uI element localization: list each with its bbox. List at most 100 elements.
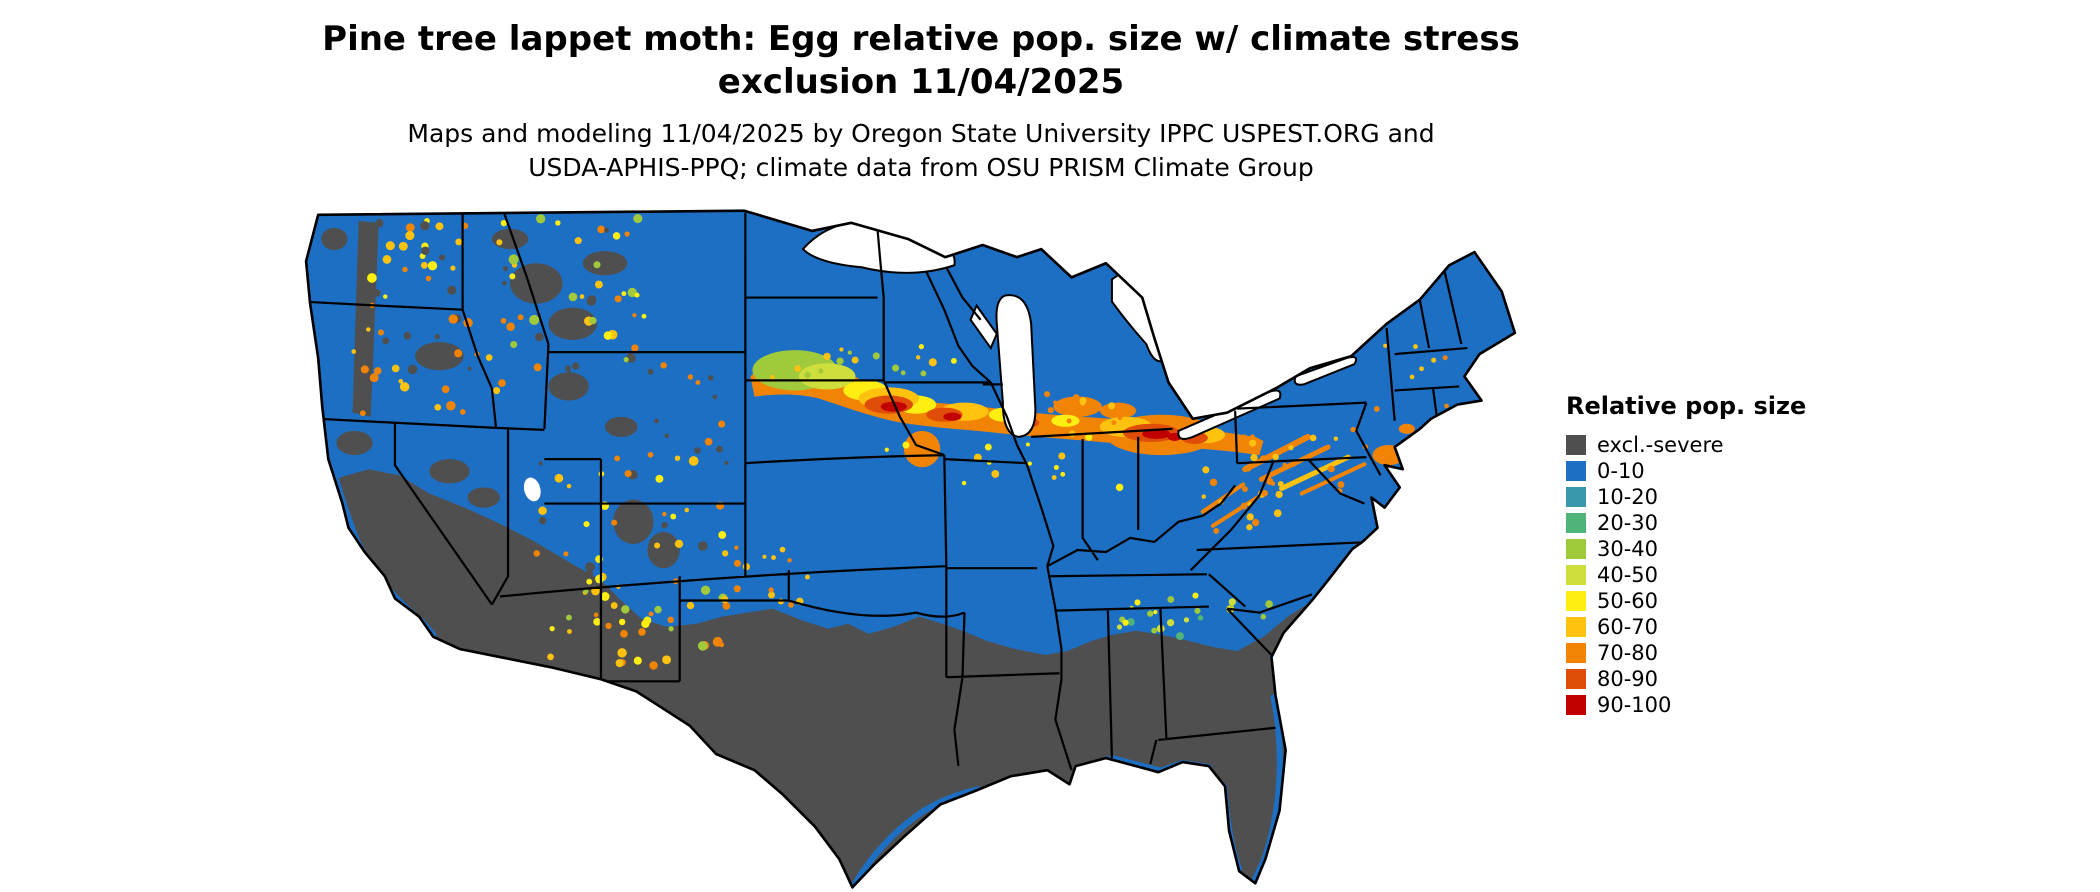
speckle [610,602,618,609]
speckle [1115,483,1124,492]
legend-label: 70-80 [1597,641,1659,665]
speckle [722,602,731,610]
speckle [1246,466,1252,472]
speckle [1240,502,1248,510]
state-borders [306,212,1468,771]
speckle [510,340,518,349]
speckle [593,261,601,269]
speckle [399,382,410,392]
speckle [1127,618,1135,626]
legend-row: 30-40 [1566,536,1806,562]
speckle [502,265,509,272]
speckle [383,294,388,299]
speckle [1167,596,1175,603]
band-red-max [880,401,907,412]
legend-items: excl.-severe 0-10 10-20 20-30 30-40 40-5… [1566,432,1806,718]
speckle [1053,464,1059,471]
speckle [902,441,910,449]
speckle [467,366,472,371]
great-salt-lake [523,477,541,502]
speckle [1213,528,1220,534]
speckle [654,605,662,614]
speckle [624,470,632,478]
speckle [1250,453,1258,462]
speckle [697,541,708,551]
speckle [385,241,395,251]
speckle [597,225,605,234]
speckle [1176,632,1184,640]
speckle [697,641,708,651]
speckle [1122,619,1129,626]
speckle [674,539,684,548]
speckle [425,275,432,282]
speckle [655,474,664,483]
speckle [382,255,392,264]
speckle [722,550,729,557]
legend-row: 70-80 [1566,640,1806,666]
figure-title-line1: Pine tree lappet moth: Egg relative pop.… [322,19,1520,59]
legend-row: excl.-severe [1566,432,1806,458]
speckle [1183,617,1190,623]
speckle [585,562,595,572]
legend-swatch [1566,435,1586,455]
speckle [662,655,672,665]
speckle [567,629,572,634]
legend-row: 10-20 [1566,484,1806,510]
speckle [794,365,801,372]
excluded-mountain-blobs [321,220,680,569]
legend: Relative pop. size excl.-severe 0-10 10-… [1566,392,1806,718]
speckle [1079,397,1087,405]
speckle [695,380,701,385]
speckle [1085,433,1093,441]
speckle [374,367,382,375]
speckle [1044,391,1051,398]
speckle [583,521,590,528]
speckle [614,455,621,462]
speckle [427,261,438,271]
legend-label: 80-90 [1597,667,1659,691]
speckle [851,356,859,364]
speckle [1246,513,1254,521]
speckle [366,327,371,332]
speckle [839,347,844,352]
speckle [377,329,384,336]
speckle [555,220,561,226]
speckle [1309,434,1317,442]
speckle [734,545,739,550]
speckle [589,316,597,325]
legend-title: Relative pop. size [1566,392,1807,420]
speckle [1241,486,1248,492]
speckle [1153,610,1158,615]
speckle [1327,465,1335,473]
speckle [572,362,580,370]
speckle [700,585,711,595]
speckle [674,455,681,461]
speckle [586,578,593,585]
speckle [1192,592,1199,599]
speckle [788,602,794,608]
speckle [961,480,967,486]
speckle [454,349,463,358]
speckle [1058,452,1066,460]
speckle [496,239,503,246]
speckle [1066,418,1072,424]
us-conus-map [304,209,1517,889]
legend-row: 80-90 [1566,666,1806,692]
speckle [398,241,408,251]
speckle [593,617,601,626]
speckle [1282,462,1287,468]
speckle [420,221,430,231]
speckle [668,626,674,632]
speckle [611,519,618,526]
speckle [733,585,741,593]
speckle [667,616,674,624]
speckle [492,387,501,395]
speckle [450,265,456,271]
speckle [1272,453,1279,461]
speckle [1086,404,1094,411]
speckle [509,273,516,280]
speckle [421,246,430,256]
speckle [1027,461,1032,466]
legend-row: 50-60 [1566,588,1806,614]
